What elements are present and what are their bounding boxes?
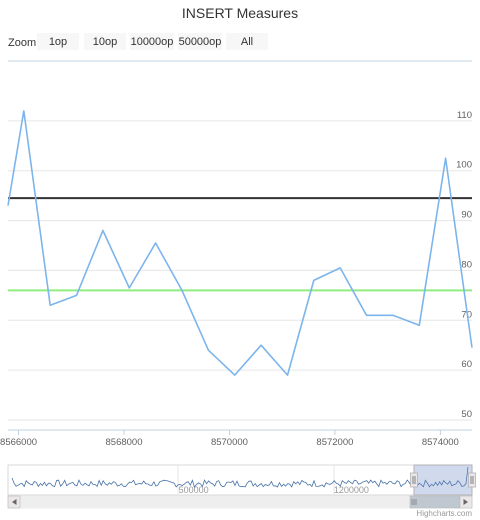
x-axis: 8566000 8568000 8570000 8572000 8574000: [0, 429, 472, 448]
zoom-button-10000op[interactable]: 10000op: [130, 33, 174, 50]
navigator-label: 1200000: [334, 485, 369, 495]
zoom-button-all[interactable]: All: [226, 33, 268, 50]
navigator-handle-left[interactable]: [410, 472, 418, 488]
y-tick-label: 90: [461, 210, 472, 221]
y-tick-label: 110: [457, 110, 472, 121]
navigator-labels: 500000 1200000: [179, 485, 369, 495]
zoom-button-label: All: [241, 36, 253, 48]
plot-lines: [8, 197, 472, 292]
scrollbar[interactable]: [7, 495, 473, 509]
grid-lines: [8, 120, 472, 421]
zoom-button-label: 1op: [49, 36, 67, 48]
navigator-series-line: [11, 466, 469, 488]
zoom-button-50000op[interactable]: 50000op: [178, 33, 222, 50]
scrollbar-track[interactable]: [7, 495, 473, 509]
scrollbar-thumb[interactable]: [409, 495, 461, 509]
triangle-left-icon: [12, 499, 17, 505]
y-tick-label: 60: [461, 359, 472, 370]
navigator-background: [7, 464, 473, 496]
navigator[interactable]: 500000 1200000: [7, 464, 476, 496]
credits[interactable]: Highcharts.com: [416, 509, 472, 518]
range-selector: Zoom 1op 10op 10000op 50000op All: [8, 33, 268, 50]
navigator-handle-right[interactable]: [468, 472, 476, 488]
zoom-button-label: 10000op: [131, 36, 174, 48]
zoom-label: Zoom: [8, 37, 36, 49]
zoom-button-1op[interactable]: 1op: [37, 33, 79, 50]
x-tick-label: 8574000: [422, 437, 459, 448]
grip-icon: [411, 499, 417, 505]
scroll-right-button[interactable]: [459, 495, 473, 509]
zoom-button-10op[interactable]: 10op: [84, 33, 126, 50]
x-tick-label: 8570000: [211, 437, 248, 448]
y-tick-label: 80: [461, 259, 472, 270]
x-tick-label: 8572000: [316, 437, 353, 448]
zoom-button-label: 10op: [93, 36, 117, 48]
navigator-label: 500000: [179, 485, 209, 495]
scroll-left-button[interactable]: [7, 495, 21, 509]
y-tick-label: 100: [456, 160, 472, 171]
y-tick-label: 50: [461, 409, 472, 420]
series-line: [7, 110, 473, 376]
x-tick-label: 8566000: [0, 437, 37, 448]
zoom-button-label: 50000op: [179, 36, 222, 48]
triangle-right-icon: [463, 499, 468, 505]
chart-title: INSERT Measures: [182, 5, 298, 21]
x-tick-label: 8568000: [106, 437, 143, 448]
navigator-mask: [414, 465, 472, 495]
